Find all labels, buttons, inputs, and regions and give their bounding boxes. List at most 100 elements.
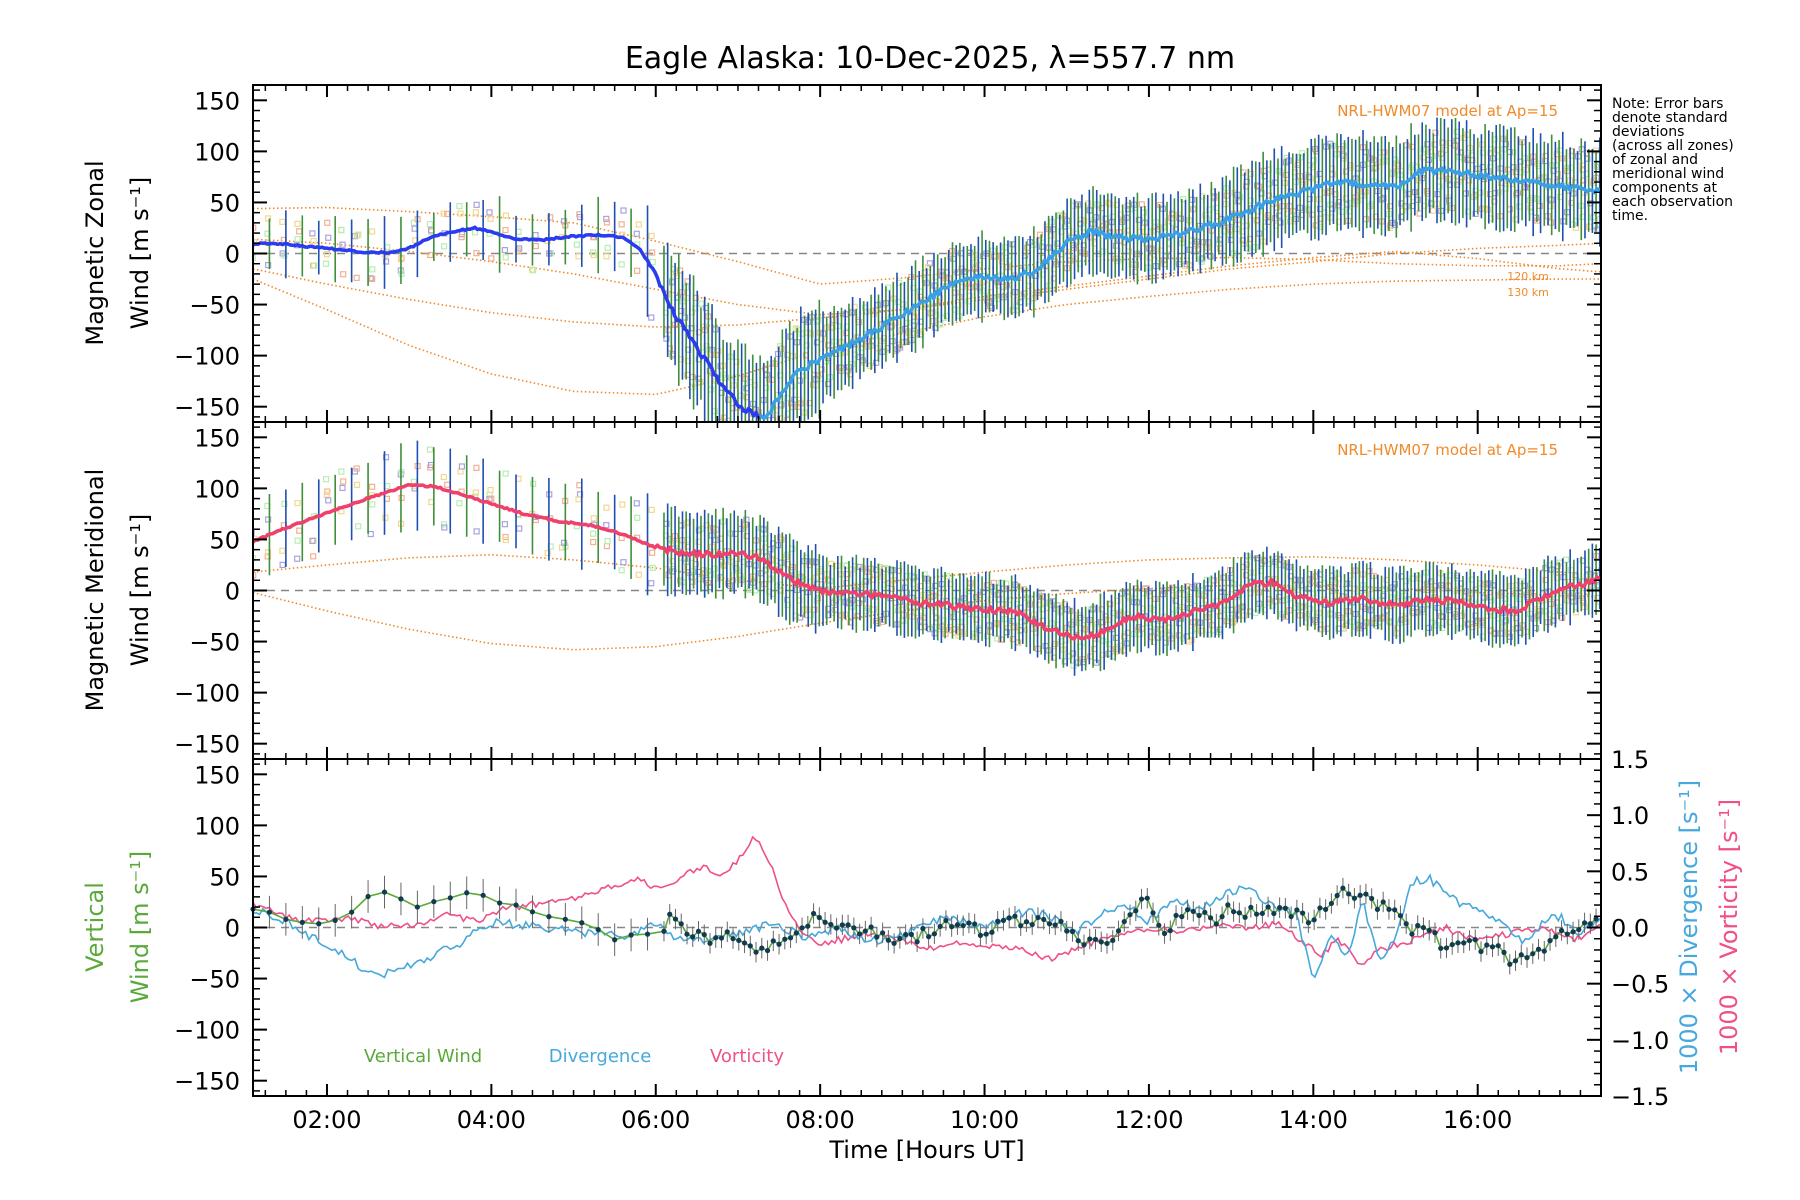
- vertical-wind-point: [1472, 937, 1478, 943]
- zone-point: [426, 221, 434, 228]
- zone-point: [353, 481, 361, 488]
- panel-zonal: 150 100 50 0 −50 −100 −150 Magnetic Zonal Wind…: [81, 84, 1602, 460]
- chart-title: Eagle Alaska: 10-Dec-2025, λ=557.7 nm: [625, 41, 1235, 76]
- zone-point: [723, 421, 730, 422]
- model-curve: [253, 250, 1601, 328]
- zone-point: [457, 210, 464, 217]
- vertical-wind-point: [447, 895, 453, 901]
- zone-point: [926, 260, 934, 267]
- vertical-wind-point: [753, 949, 759, 955]
- mean-wind-segment: [1595, 187, 1601, 192]
- zone-point: [1481, 594, 1488, 601]
- vertical-wind-point: [529, 909, 536, 915]
- zone-point: [633, 500, 640, 507]
- y-tick-label: 150: [194, 424, 240, 452]
- vertical-wind-point: [1150, 910, 1156, 916]
- vertical-wind-point: [1409, 931, 1415, 937]
- vertical-wind-point: [1426, 927, 1432, 933]
- zone-point: [325, 497, 332, 504]
- vertical-wind-point: [1110, 937, 1116, 943]
- vertical-wind-point: [1173, 912, 1179, 919]
- vertical-wind-point: [1242, 914, 1248, 920]
- y-tick-label: −100: [174, 343, 240, 371]
- vertical-wind-point: [1046, 921, 1053, 927]
- vertical-wind-point: [1587, 921, 1593, 927]
- vertical-wind-point: [1121, 918, 1127, 925]
- vertical-wind-point: [1369, 895, 1375, 902]
- vertical-wind-point: [908, 931, 914, 937]
- zone-point: [486, 209, 493, 216]
- zone-point: [530, 267, 537, 274]
- zone-point: [294, 499, 301, 507]
- zonal-ylabel-line2: Wind [m s⁻¹]: [126, 177, 154, 329]
- zone-point: [369, 483, 376, 490]
- vertical-wind-point: [1018, 923, 1024, 929]
- zone-point: [618, 221, 625, 228]
- vertical-wind-point: [770, 938, 776, 944]
- vertical-wind-point: [1495, 943, 1501, 949]
- zone-point: [649, 549, 656, 556]
- vertical-wind-point: [793, 930, 799, 936]
- divergence-axis-label: 1000 × Divergence [s⁻¹]: [1675, 780, 1703, 1074]
- vertical-wind-point: [690, 934, 696, 940]
- vertical-wind-point: [562, 916, 568, 922]
- vertical-wind-point: [1248, 904, 1254, 910]
- vertical-wind-line: [252, 886, 1597, 966]
- zone-point: [590, 515, 597, 522]
- vertical-wind-point: [1581, 920, 1588, 926]
- vertical-wind-point: [954, 922, 961, 928]
- vertical-wind-point: [349, 909, 355, 915]
- zone-point: [279, 561, 286, 569]
- vertical-wind-point: [1161, 930, 1168, 937]
- vertical-ylabel-line2: Wind [m s⁻¹]: [126, 851, 154, 1003]
- model-curve: [253, 206, 1601, 285]
- zone-point: [296, 527, 303, 534]
- vertical-wind-point: [1392, 907, 1398, 913]
- zone-point: [739, 432, 744, 437]
- x-tick-labels: 02:00 04:00 06:00 08:00 10:00 12:00 14:00 16:00: [292, 1106, 1512, 1134]
- vertical-wind-point: [741, 940, 748, 946]
- y-tick-label: 150: [194, 87, 240, 115]
- vertical-wind-point: [1564, 931, 1570, 937]
- zone-point: [369, 501, 376, 508]
- vertical-wind-point: [822, 919, 828, 925]
- meridional-data-layer: [253, 440, 1601, 676]
- zone-point: [355, 523, 362, 530]
- zone-point: [325, 234, 332, 241]
- zone-point: [279, 218, 286, 225]
- altitude-label-120: 120 km: [1507, 270, 1549, 283]
- zone-point: [561, 539, 568, 546]
- zone-point: [253, 254, 256, 261]
- zone-point: [502, 254, 509, 261]
- vertical-wind-point: [1265, 904, 1271, 910]
- zone-point: [1009, 241, 1016, 248]
- zone-point: [748, 442, 753, 447]
- zone-point: [768, 455, 773, 460]
- right-y-tick-label: 1.5: [1611, 746, 1649, 774]
- vertical-wind-point: [810, 910, 817, 917]
- vertical-wind-point: [672, 916, 679, 922]
- zone-point: [1036, 231, 1044, 238]
- vertical-wind-point: [1328, 900, 1334, 907]
- vertical-wind-point: [1461, 940, 1467, 946]
- zonal-data-layer: [253, 117, 1601, 460]
- zone-point: [322, 476, 330, 483]
- vertical-wind-point: [1133, 908, 1139, 914]
- zonal-model-label: NRL-HWM07 model at Ap=15: [1337, 102, 1558, 120]
- zone-point: [634, 514, 641, 521]
- vertical-wind-point: [1058, 918, 1064, 924]
- zone-point: [516, 525, 523, 532]
- zone-point: [759, 446, 764, 451]
- vertical-wind-point: [480, 892, 486, 898]
- x-tick-label: 04:00: [457, 1106, 526, 1134]
- zone-point: [473, 249, 480, 257]
- zone-point: [515, 228, 522, 235]
- y-tick-label: −150: [174, 394, 240, 422]
- meridional-ylabel-line2: Wind [m s⁻¹]: [126, 514, 154, 666]
- zone-point: [488, 495, 495, 502]
- zonal-ylabel-line1: Magnetic Zonal: [81, 160, 109, 345]
- divergence-line: [252, 873, 1602, 979]
- vertical-wind-point: [972, 921, 978, 927]
- vertical-wind-point: [1271, 910, 1277, 917]
- zone-point: [472, 489, 479, 496]
